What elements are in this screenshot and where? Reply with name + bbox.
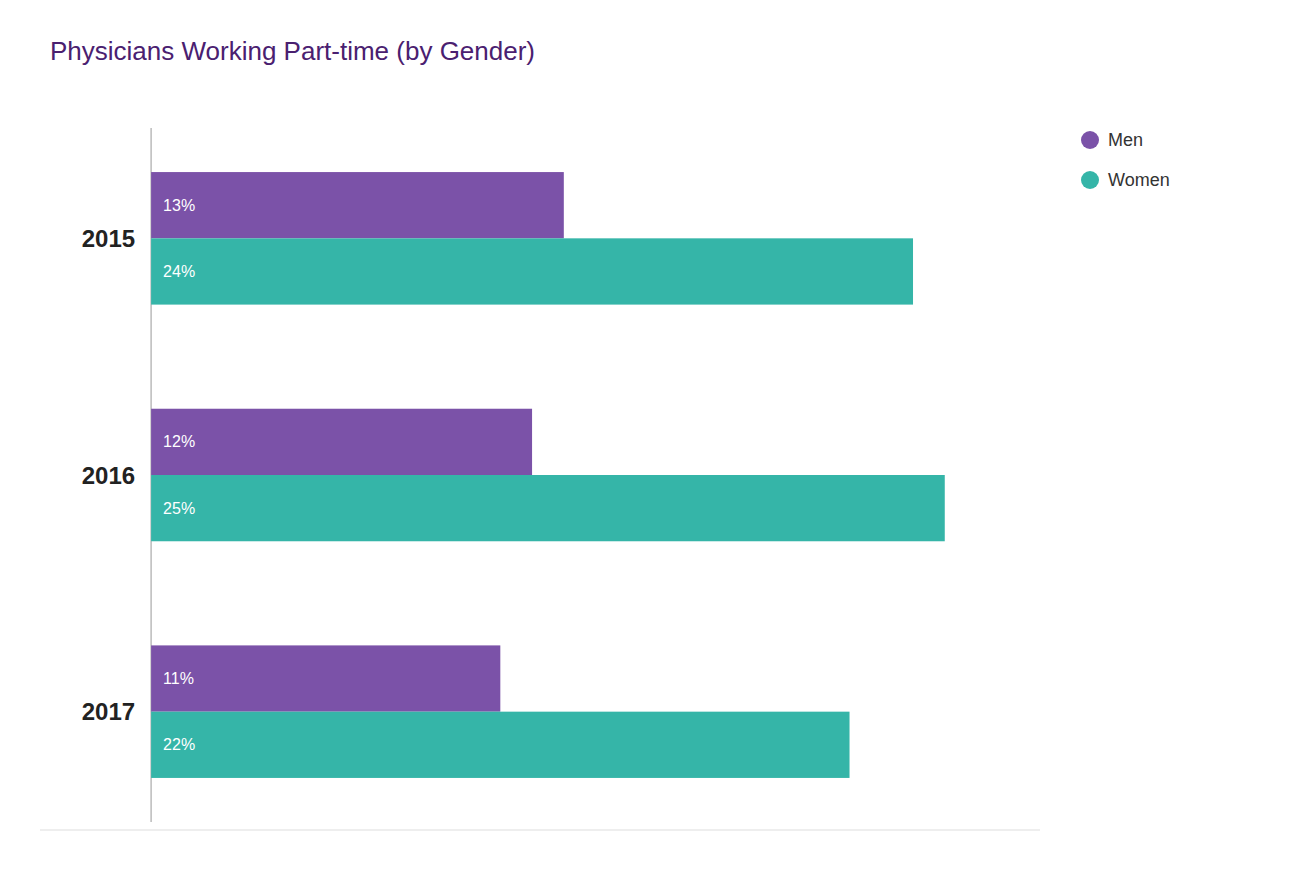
legend-label: Men [1108, 130, 1143, 150]
legend: Men Women [1081, 130, 1170, 190]
category-label: 2017 [82, 698, 135, 725]
data-label: 13% [163, 197, 195, 214]
x-axis-line [40, 830, 1040, 831]
bar [151, 645, 500, 711]
category-label: 2015 [82, 225, 135, 252]
data-label: 22% [163, 736, 195, 753]
data-label: 12% [163, 433, 195, 450]
labels: 13% 24% 2015 12% 25% 2016 11% 22% 2017 [82, 197, 195, 754]
data-label: 25% [163, 500, 195, 517]
legend-marker [1081, 131, 1099, 149]
bar [151, 238, 913, 304]
bars [151, 172, 945, 778]
legend-marker [1081, 171, 1099, 189]
data-label: 24% [163, 263, 195, 280]
title: Physicians Working Part-time (by Gender) [50, 36, 535, 66]
chart: Physicians Working Part-time (by Gender)… [0, 0, 1290, 877]
legend-label: Women [1108, 170, 1170, 190]
bar [151, 172, 564, 238]
bar [151, 712, 849, 778]
bar [151, 475, 945, 541]
category-label: 2016 [82, 462, 135, 489]
data-label: 11% [163, 670, 194, 687]
bar [151, 409, 532, 475]
